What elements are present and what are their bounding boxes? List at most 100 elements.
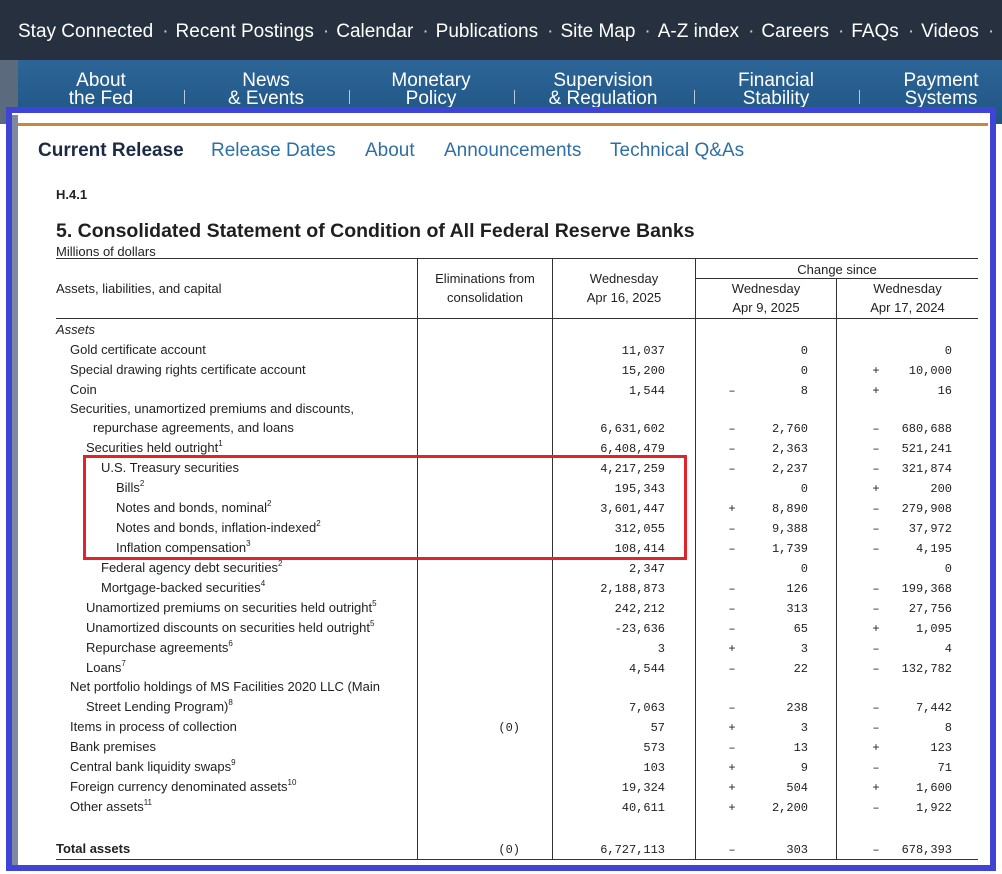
table-row: Bank premises 573 – 13 + 123 (0, 738, 1002, 758)
cell-change-year: 27,756 (908, 602, 952, 616)
cell-value: 312,055 (614, 522, 665, 536)
cell-value: 108,414 (614, 542, 665, 556)
cell-value: 103 (643, 761, 665, 775)
tab-technical-qas[interactable]: Technical Q&As (610, 140, 745, 161)
row-label: Assets (56, 322, 96, 337)
cell-sign-year: – (872, 422, 880, 436)
nav-faqs[interactable]: FAQs (851, 21, 899, 42)
nav-separator: · (547, 21, 554, 42)
cell-value: 11,037 (621, 344, 665, 358)
nav-separator: · (644, 21, 651, 42)
main-nav-payment-systems[interactable]: Payment Systems (861, 71, 1002, 109)
main-nav-monetary-policy[interactable]: Monetary Policy (351, 71, 511, 108)
cell-sign-year: + (872, 384, 880, 398)
nav-calendar[interactable]: Calendar (336, 21, 414, 42)
header-bottom-rule (56, 318, 978, 319)
cell-sign-year: – (872, 801, 880, 815)
main-nav-financial-line1: Financial (737, 70, 815, 91)
cell-change-week: 8 (800, 384, 808, 398)
cell-elim: (0) (498, 721, 520, 735)
cell-change-week: 8,890 (771, 502, 808, 516)
panel-left-strip (8, 115, 18, 865)
cell-value: 57 (650, 721, 665, 735)
table-row: Items in process of collection (0) 57 + … (0, 718, 1002, 738)
col-divider-change1 (695, 258, 696, 859)
cell-value: 6,631,602 (600, 422, 665, 436)
cell-change-week: 13 (793, 741, 808, 755)
main-nav-news-line2: & Events (227, 88, 305, 109)
row-label: Central bank liquidity swaps9 (70, 757, 236, 774)
cell-change-week: 2,363 (771, 442, 808, 456)
col-header-change-week-line2: Apr 9, 2025 (732, 300, 800, 315)
table-row: Inflation compensation3 108,414 – 1,739 … (0, 539, 1002, 559)
nav-site-map[interactable]: Site Map (560, 21, 636, 42)
row-label: Securities held outright1 (86, 438, 223, 455)
col-header-wednesday-line2: Apr 16, 2025 (586, 290, 662, 305)
cell-change-year: 279,908 (901, 502, 952, 516)
nav-publications[interactable]: Publications (435, 21, 539, 42)
table-row: Federal agency debt securities2 2,347 0 … (0, 559, 1002, 579)
row-label: Net portfolio holdings of MS Facilities … (70, 679, 380, 694)
cell-sign-week: + (728, 801, 736, 815)
cell-sign-week: – (728, 701, 736, 715)
row-label: Notes and bonds, nominal2 (116, 498, 272, 515)
tab-about[interactable]: About (365, 140, 415, 161)
nav-separator: · (162, 21, 169, 42)
main-nav-about[interactable]: About the Fed (21, 71, 181, 108)
main-nav-news[interactable]: News & Events (186, 71, 346, 109)
nav-careers[interactable]: Careers (761, 21, 829, 42)
cell-sign-week: – (728, 741, 736, 755)
nav-stay-connected[interactable]: Stay Connected (18, 21, 154, 42)
table-row: Net portfolio holdings of MS Facilities … (0, 678, 1002, 698)
row-label: U.S. Treasury securities (101, 460, 239, 475)
table-row: Foreign currency denominated assets10 19… (0, 778, 1002, 798)
cell-change-year: 4,195 (915, 542, 952, 556)
cell-change-year: 678,393 (901, 843, 952, 857)
cell-elim: (0) (498, 843, 520, 857)
cell-change-year: 0 (944, 344, 952, 358)
main-nav-payment-line2: Systems (904, 88, 978, 109)
main-nav-financial-stability[interactable]: Financial Stability (696, 70, 856, 108)
tab-current-release[interactable]: Current Release (38, 140, 184, 161)
cell-sign-week: – (728, 622, 736, 636)
col-header-elim-line2: consolidation (447, 290, 523, 305)
nav-divider (349, 90, 350, 104)
cell-change-year: 1,095 (915, 622, 952, 636)
utility-nav: Stay Connected · Recent Postings · Calendar ·… (0, 0, 1002, 60)
cell-sign-year: – (872, 502, 880, 516)
row-label: Federal agency debt securities2 (101, 558, 283, 575)
cell-change-year: 16 (937, 384, 952, 398)
cell-sign-week: – (728, 442, 736, 456)
nav-recent-postings[interactable]: Recent Postings (175, 21, 314, 42)
cell-change-year: 321,874 (901, 462, 952, 476)
cell-value: 3 (657, 642, 665, 656)
nav-a-z-index[interactable]: A-Z index (657, 21, 740, 42)
cell-value: 2,347 (628, 562, 665, 576)
cell-value: 573 (643, 741, 665, 755)
main-nav-supervision[interactable]: Supervision & Regulation (523, 71, 683, 108)
cell-sign-week: – (728, 542, 736, 556)
cell-sign-week: + (728, 502, 736, 516)
cell-change-week: 2,200 (771, 801, 808, 815)
cell-change-year: 1,600 (915, 781, 952, 795)
cell-value: 6,727,113 (600, 843, 665, 857)
tab-release-dates[interactable]: Release Dates (211, 140, 336, 161)
nav-divider (514, 90, 515, 104)
tab-announcements[interactable]: Announcements (444, 140, 582, 161)
col-divider-change2 (836, 278, 837, 859)
row-label: Unamortized premiums on securities held … (86, 598, 377, 615)
table-row: Mortgage-backed securities4 2,188,873 – … (0, 579, 1002, 599)
cell-sign-week: + (728, 721, 736, 735)
cell-change-year: 71 (937, 761, 952, 775)
cell-sign-year: – (872, 522, 880, 536)
row-label: Securities, unamortized premiums and dis… (70, 401, 354, 416)
row-label: Unamortized discounts on securities held… (86, 618, 375, 635)
col-header-elim-line1: Eliminations from (435, 271, 535, 286)
row-label: Mortgage-backed securities4 (101, 578, 266, 595)
col-header-elim: Eliminations from consolidation (418, 269, 552, 307)
nav-videos[interactable]: Videos (921, 21, 979, 42)
cell-value: 3,601,447 (600, 502, 665, 516)
cell-value: 7,063 (628, 701, 665, 715)
cell-value: 195,343 (614, 482, 665, 496)
cell-value: 1,544 (628, 384, 665, 398)
